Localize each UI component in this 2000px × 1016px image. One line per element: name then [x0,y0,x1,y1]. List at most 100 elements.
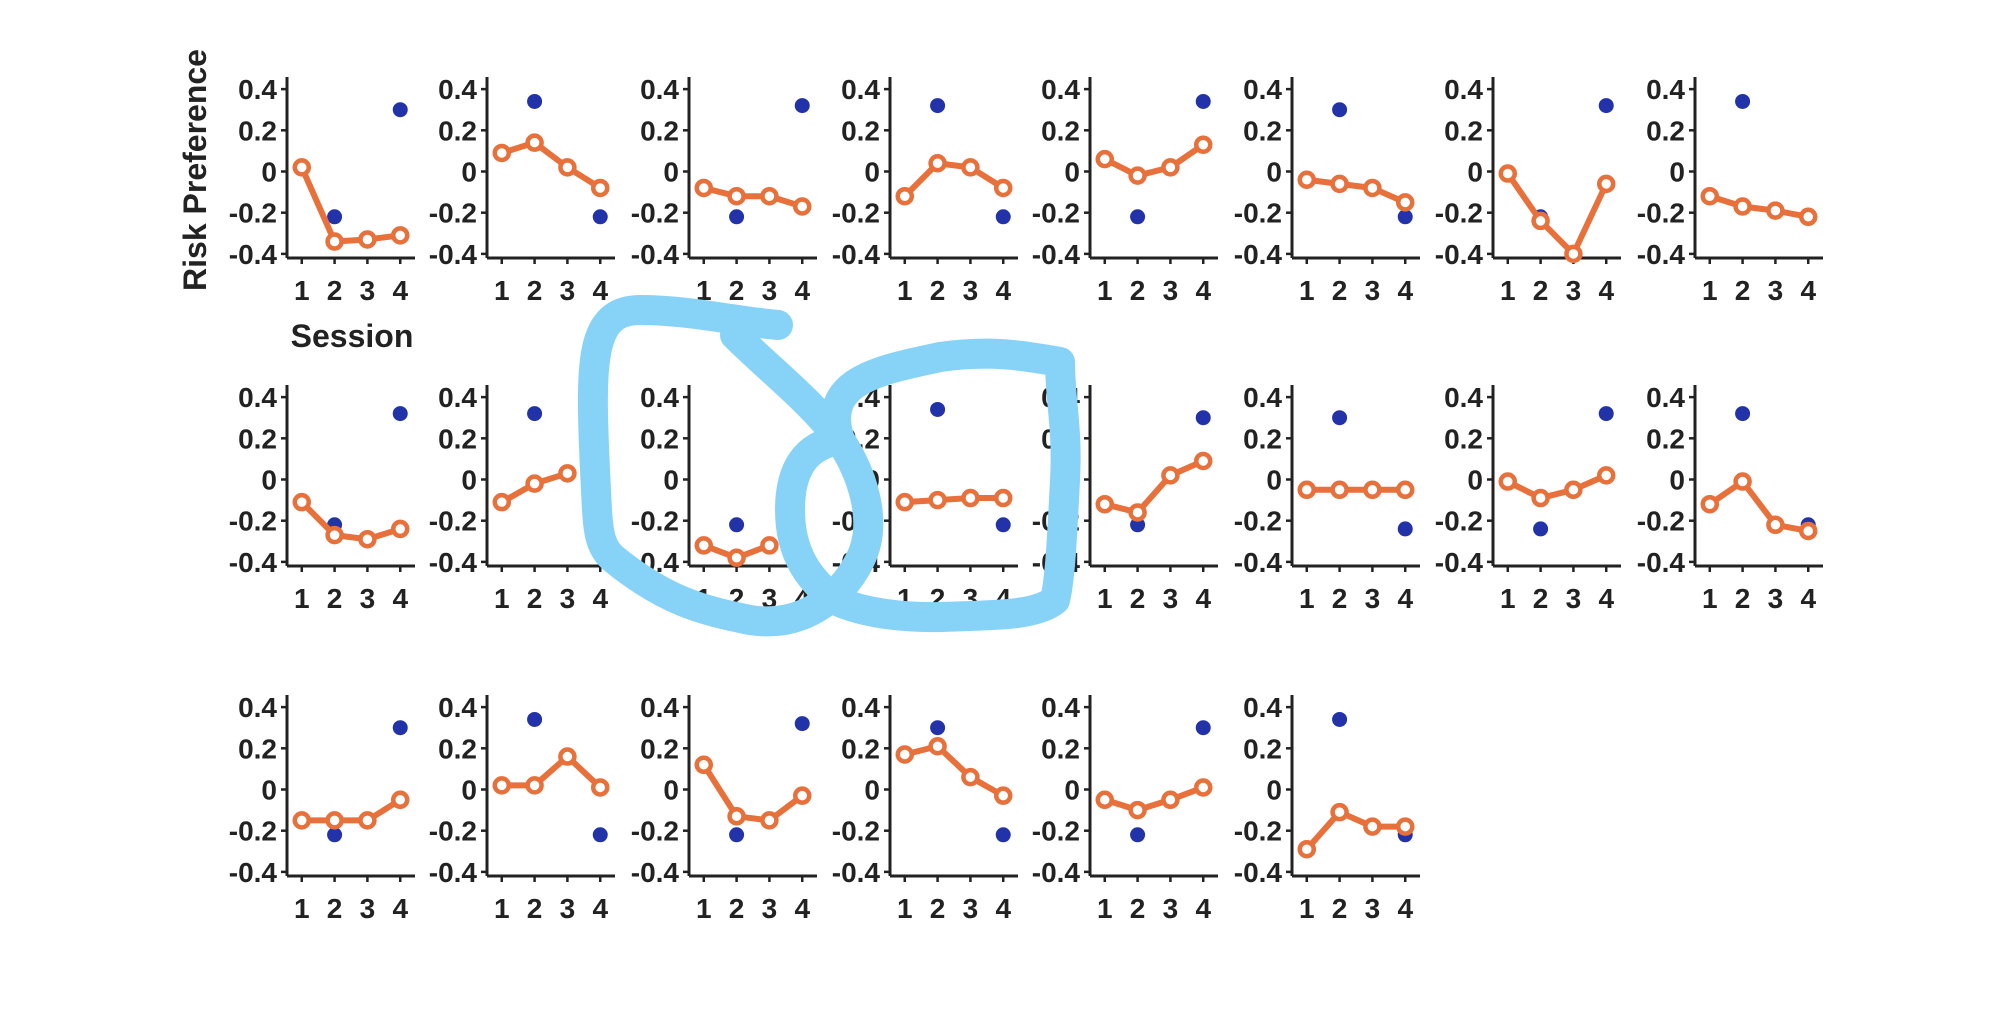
x-tick-label: 1 [1299,893,1315,924]
data-dot [392,720,408,736]
x-tick-label: 1 [294,893,310,924]
x-tick-label: 2 [1130,893,1146,924]
y-tick-label: 0 [1266,157,1282,188]
series-point [928,737,947,756]
data-dot [1332,410,1348,426]
series-point [558,464,577,483]
series-point [993,488,1013,508]
series-point [1498,472,1518,491]
series-point [1498,164,1518,183]
y-tick-label: -0.2 [429,506,477,537]
panel-22: 0.4 0.2 0 -0.2 -0.4 1 2 3 4 [1234,692,1420,924]
y-tick-label: 0 [461,775,477,806]
y-tick-label: 0.4 [438,74,477,105]
x-tick-label: 1 [1097,893,1113,924]
data-dot [930,401,946,417]
y-tick-label: 0.2 [1243,115,1282,146]
y-tick-label: 0.4 [238,382,277,413]
series-line [498,139,604,191]
data-dot [995,517,1011,533]
y-tick-label: -0.2 [1234,816,1282,847]
y-tick-label: 0.4 [238,692,277,723]
y-tick-label: 0.4 [238,74,277,105]
y-tick-label: 0.4 [1243,692,1282,723]
series-point [694,536,714,555]
series-point [760,186,779,206]
x-tick-label: 4 [1800,275,1816,306]
y-tick-label: -0.2 [429,816,477,847]
y-tick-label: 0.4 [1444,74,1483,105]
y-tick-label: 0 [1064,157,1080,188]
series-point [390,790,410,810]
data-dot [1332,102,1348,118]
y-axis-title: Risk Preference [177,49,213,291]
y-tick-label: 0 [261,157,277,188]
panel-14: 0.4 0.2 0 -0.2 -0.4 1 2 3 4 [1234,382,1420,614]
x-tick-label: 3 [560,893,576,924]
series-line [1101,457,1207,516]
x-tick-label: 4 [1598,583,1614,614]
y-tick-label: 0.4 [1243,382,1282,413]
y-tick-label: -0.2 [429,198,477,229]
series-line [700,761,806,824]
series-point [558,158,577,177]
y-tick-label: 0.2 [238,423,277,454]
y-tick-label: -0.4 [1637,547,1686,578]
panel-1: 0.4 0.2 0 -0.2 -0.4 1 2 3 4 [229,74,415,306]
series-point [558,747,577,766]
x-tick-label: 3 [1163,893,1179,924]
data-dot [1735,406,1751,422]
data-dot [1397,209,1413,225]
y-tick-label: 0.4 [438,382,477,413]
series-point [1363,480,1382,500]
y-tick-label: 0.4 [640,692,679,723]
y-tick-label: 0 [1669,465,1685,496]
x-tick-label: 3 [360,275,376,306]
y-tick-label: 0 [461,465,477,496]
series-point [590,778,610,797]
x-tick-label: 2 [327,583,343,614]
series-point [1700,186,1720,206]
x-tick-label: 2 [729,275,745,306]
y-tick-label: -0.2 [1032,816,1080,847]
series-point [727,807,746,826]
series-point [1128,800,1147,820]
y-tick-label: 0.2 [238,733,277,764]
y-tick-label: -0.4 [1234,547,1283,578]
y-tick-label: -0.4 [631,239,680,270]
data-dot [995,827,1011,843]
series-point [390,519,410,539]
y-tick-label: -0.4 [429,547,478,578]
series-point [325,525,344,545]
series-point [993,786,1013,805]
panel-17: 0.4 0.2 0 -0.2 -0.4 1 2 3 4 [229,692,415,924]
series-point [928,490,947,510]
series-point [1193,451,1213,471]
x-tick-label: 4 [1195,583,1211,614]
series-point [292,158,312,177]
y-tick-label: -0.2 [1637,506,1685,537]
series-point [525,474,544,493]
x-tick-label: 3 [560,275,576,306]
x-tick-label: 3 [1163,275,1179,306]
y-tick-label: -0.4 [832,239,881,270]
y-tick-label: -0.2 [631,506,679,537]
data-dot [1195,720,1211,736]
data-dot [930,98,946,114]
y-tick-label: -0.2 [1032,198,1080,229]
y-tick-label: 0.2 [1243,733,1282,764]
series-point [895,186,915,206]
y-tick-label: -0.4 [229,547,278,578]
series-point [525,133,544,152]
data-dot [1598,406,1614,422]
series-point [1766,515,1785,535]
y-tick-label: 0.4 [1041,74,1080,105]
panel-4: 0.4 0.2 0 -0.2 -0.4 1 2 3 4 [832,74,1018,306]
panel-19: 0.4 0.2 0 -0.2 -0.4 1 2 3 4 [631,692,817,924]
y-tick-label: -0.4 [1435,239,1484,270]
panel-18: 0.4 0.2 0 -0.2 -0.4 1 2 3 4 [429,692,615,924]
x-tick-label: 1 [1097,583,1113,614]
series-point [1733,472,1752,491]
y-tick-label: 0 [1669,157,1685,188]
y-tick-label: 0.4 [640,74,679,105]
